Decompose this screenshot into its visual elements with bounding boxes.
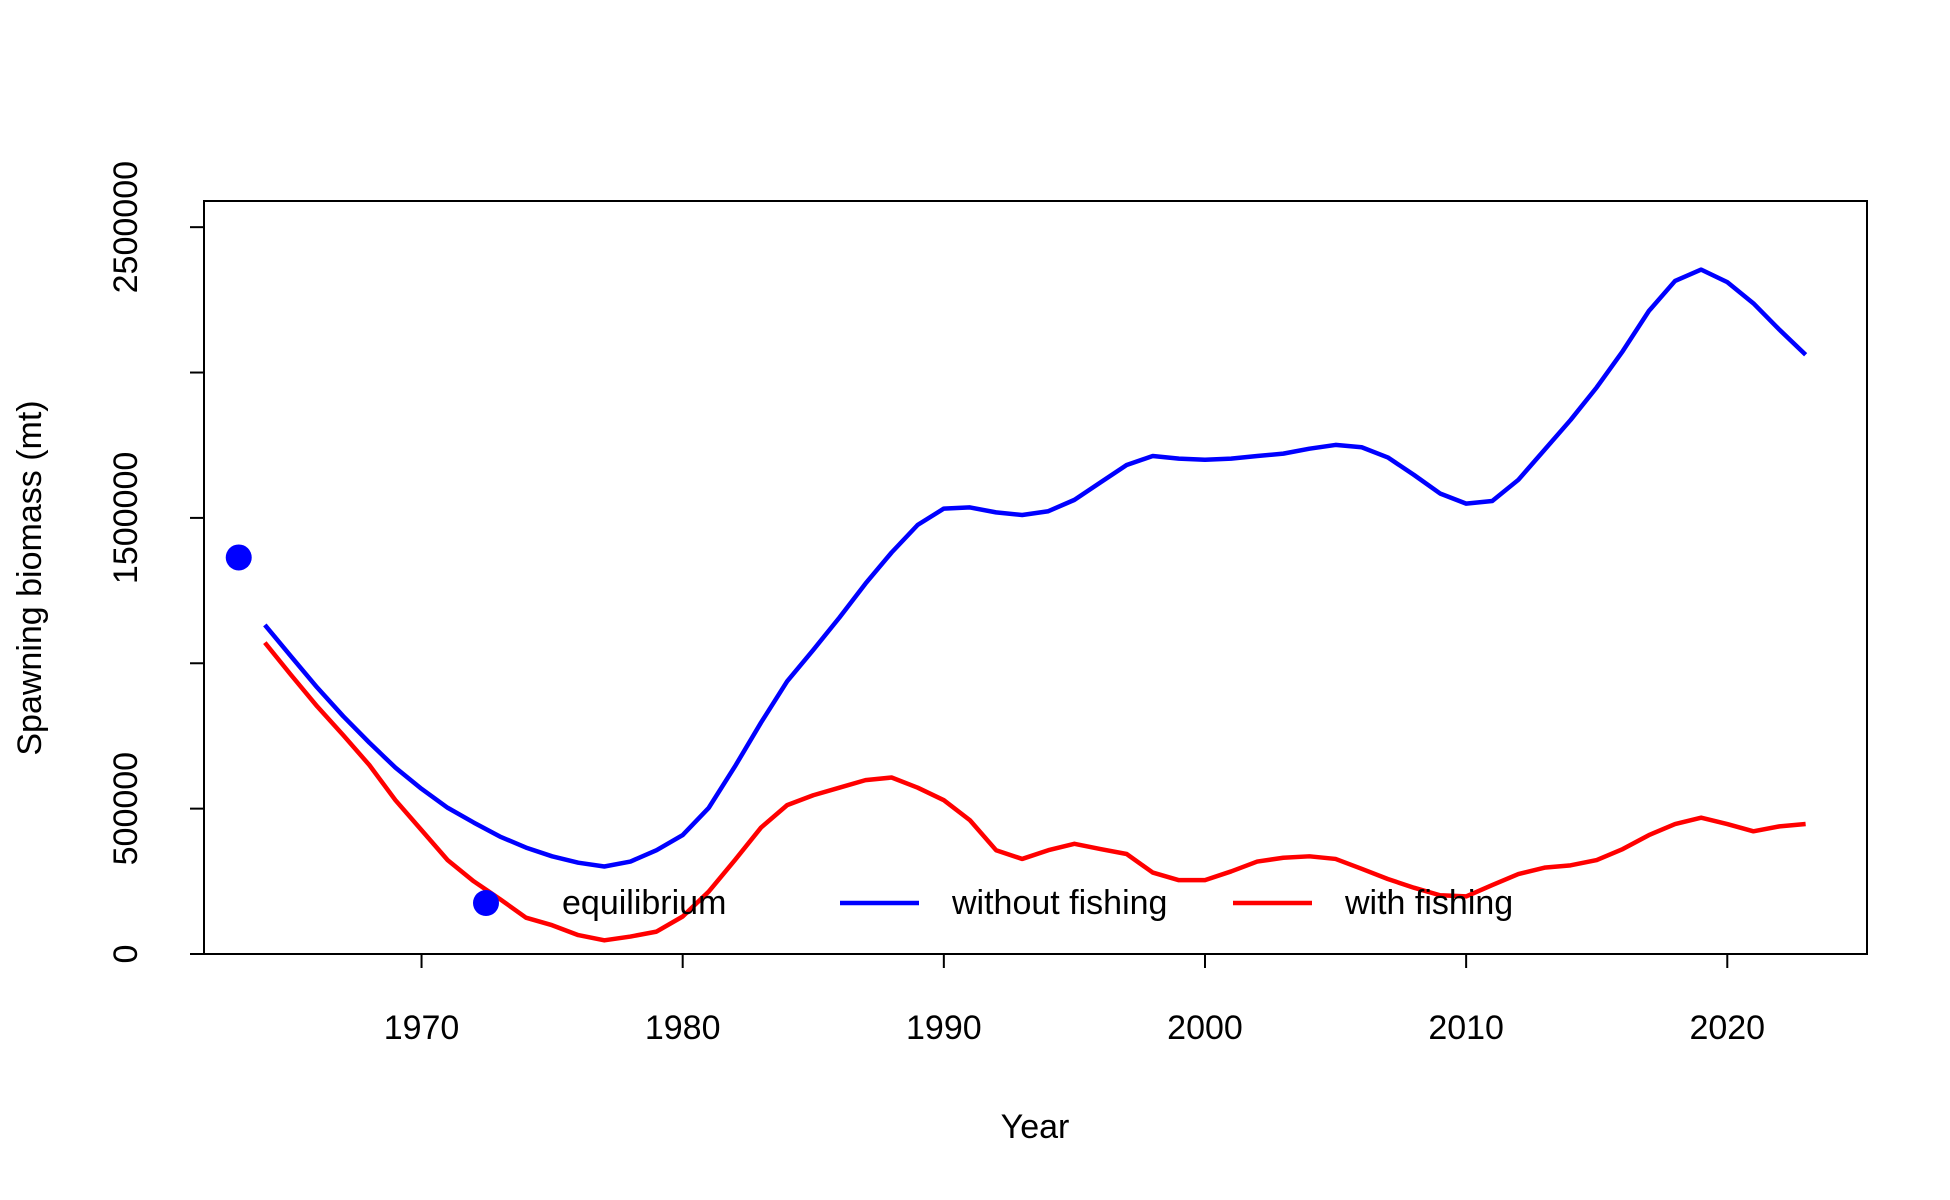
x-tick-label: 2010	[1428, 1009, 1504, 1047]
y-tick-label: 500000	[107, 752, 145, 865]
legend-label: with fishing	[1344, 884, 1513, 922]
legend-label: equilibrium	[562, 884, 726, 922]
y-tick-label: 2500000	[107, 161, 145, 293]
x-axis-title: Year	[1001, 1108, 1070, 1146]
legend-label: without fishing	[951, 884, 1167, 922]
legend-marker	[473, 890, 499, 916]
plot-frame	[203, 200, 1868, 955]
series-line	[263, 267, 1808, 869]
x-tick-label: 2000	[1167, 1009, 1243, 1047]
series-line	[263, 641, 1806, 943]
x-tick-label: 1970	[384, 1009, 460, 1047]
y-tick-label: 1500000	[107, 452, 145, 584]
y-axis-title: Spawning biomass (mt)	[11, 400, 49, 755]
x-tick-label: 1980	[645, 1009, 721, 1047]
y-tick-label: 0	[107, 945, 145, 964]
series-point	[225, 544, 252, 571]
x-tick-label: 2020	[1689, 1009, 1765, 1047]
x-tick-label: 1990	[906, 1009, 982, 1047]
